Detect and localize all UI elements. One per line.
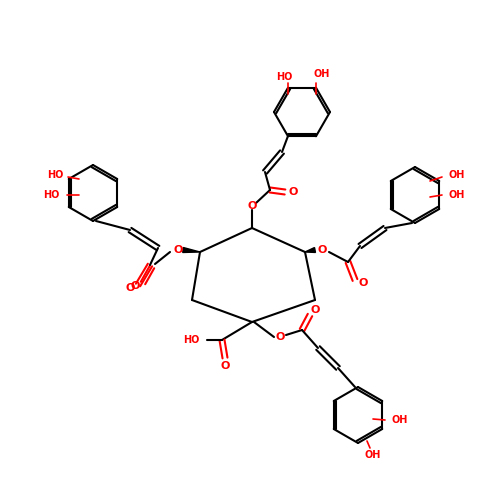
Polygon shape — [305, 248, 316, 252]
Text: HO: HO — [47, 170, 63, 180]
Text: HO: HO — [276, 72, 292, 82]
Text: O: O — [248, 201, 256, 211]
Text: O: O — [220, 361, 230, 371]
Text: O: O — [276, 332, 284, 342]
Text: O: O — [174, 245, 182, 255]
Text: O: O — [310, 305, 320, 315]
Text: O: O — [288, 187, 298, 197]
Text: O: O — [126, 283, 134, 293]
Text: HO: HO — [43, 190, 59, 200]
Text: OH: OH — [392, 415, 408, 425]
Text: O: O — [130, 281, 140, 291]
Polygon shape — [182, 248, 200, 252]
Text: O: O — [318, 245, 326, 255]
Text: OH: OH — [449, 190, 465, 200]
Text: OH: OH — [365, 450, 381, 460]
Text: HO: HO — [184, 335, 200, 345]
Text: OH: OH — [449, 170, 465, 180]
Text: OH: OH — [314, 69, 330, 79]
Text: O: O — [358, 278, 368, 288]
